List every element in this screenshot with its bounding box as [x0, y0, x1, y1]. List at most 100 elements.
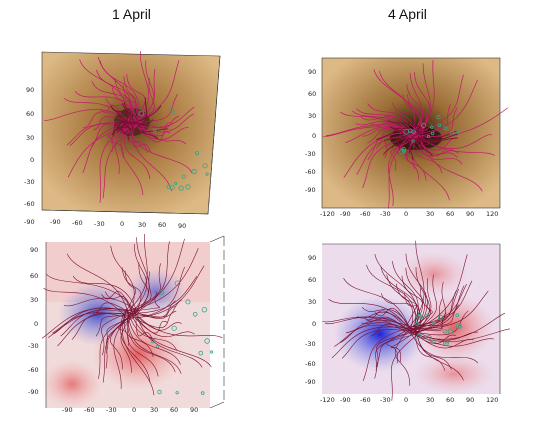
field-line	[420, 137, 483, 192]
field-line	[130, 312, 212, 368]
footpoint-marker	[171, 110, 175, 115]
y-tick: 30	[308, 298, 317, 306]
field-line	[127, 126, 169, 133]
field-line	[333, 324, 406, 347]
field-line	[404, 293, 417, 326]
field-line	[114, 78, 131, 127]
field-line	[411, 333, 479, 364]
footpoint-marker	[416, 333, 422, 339]
x-tick: -120	[320, 396, 335, 404]
x-tick: -60	[360, 210, 371, 218]
field-line	[410, 280, 473, 328]
field-line	[126, 233, 148, 314]
field-line	[380, 266, 421, 332]
footpoint-marker	[198, 350, 204, 356]
field-line	[408, 314, 447, 332]
field-line	[415, 290, 489, 329]
field-line	[415, 138, 463, 165]
field-line	[409, 327, 479, 341]
x-tick: -60	[360, 396, 371, 404]
y-tick: -30	[24, 178, 35, 186]
x-tick: -30	[106, 406, 117, 414]
y-tick: -60	[28, 366, 39, 374]
field-line	[411, 285, 465, 334]
field-line	[410, 292, 433, 329]
x-tick: 30	[426, 210, 435, 218]
x-tick: -30	[94, 220, 105, 228]
footpoint-marker	[185, 184, 191, 190]
field-line	[41, 307, 127, 339]
field-line	[110, 318, 127, 370]
field-line	[386, 274, 414, 333]
field-line	[129, 248, 199, 311]
footpoint-marker	[424, 313, 429, 318]
x-tick: 60	[170, 406, 179, 414]
field-line	[95, 315, 137, 337]
y-tick: -60	[24, 200, 35, 208]
footpoint-marker	[205, 172, 209, 176]
field-line	[390, 139, 415, 171]
x-tick: -60	[84, 406, 95, 414]
field-line	[105, 316, 135, 369]
x-tick: 0	[120, 220, 125, 228]
y-tick: -30	[305, 340, 316, 348]
y-tick: 30	[308, 112, 317, 120]
x-tick: 120	[486, 210, 499, 218]
x-tick: 30	[138, 221, 147, 229]
footpoint-marker	[430, 125, 434, 129]
field-line	[123, 122, 151, 180]
x-tick: 0	[132, 406, 137, 414]
field-line	[343, 278, 410, 329]
y-tick: -60	[305, 360, 316, 368]
field-line	[391, 102, 421, 133]
field-line	[43, 288, 127, 318]
field-line	[407, 94, 423, 132]
panel-1-april-magnetogram: 90 60 30 0 -30 -60 -90 -90 -60 -30 0 30 …	[28, 233, 232, 416]
y-tick: 60	[308, 276, 317, 284]
field-line	[418, 281, 446, 333]
footpoint-marker	[447, 328, 454, 334]
y-tick: 60	[308, 90, 317, 98]
field-line	[122, 85, 138, 128]
field-line	[48, 308, 137, 338]
field-line	[64, 297, 139, 313]
field-line	[409, 130, 457, 141]
x-tick: 90	[178, 222, 187, 230]
footpoint-marker	[408, 128, 413, 133]
x-tick: -90	[340, 210, 351, 218]
y-tick: -30	[28, 342, 39, 350]
field-line	[136, 119, 187, 145]
footpoint-marker	[456, 130, 460, 134]
open-footpoints-2	[399, 115, 460, 155]
field-line	[409, 73, 423, 138]
field-line	[408, 329, 457, 344]
field-line	[394, 329, 411, 386]
field-line	[131, 305, 176, 319]
field-line	[410, 254, 468, 332]
footpoint-marker	[168, 107, 174, 113]
field-line	[412, 287, 431, 334]
footpoint-marker	[446, 341, 450, 345]
footpoint-marker	[402, 149, 406, 153]
field-line	[405, 267, 425, 331]
field-line	[132, 119, 154, 126]
field-line	[414, 327, 446, 371]
open-footpoints-1	[138, 107, 209, 191]
field-line	[101, 312, 129, 356]
field-line	[101, 291, 131, 311]
field-line	[124, 309, 154, 358]
field-line	[46, 274, 137, 313]
field-line	[135, 237, 150, 317]
field-line	[367, 103, 420, 138]
footpoint-marker	[174, 280, 181, 287]
field-line	[390, 334, 418, 401]
field-line	[341, 329, 409, 359]
y-tick: 30	[26, 134, 35, 142]
field-line	[136, 60, 155, 123]
x-tick: -90	[340, 396, 351, 404]
field-line	[66, 253, 129, 317]
footpoint-marker	[415, 322, 419, 326]
footpoint-marker	[450, 131, 454, 135]
field-line	[96, 69, 139, 121]
field-line	[135, 314, 182, 331]
